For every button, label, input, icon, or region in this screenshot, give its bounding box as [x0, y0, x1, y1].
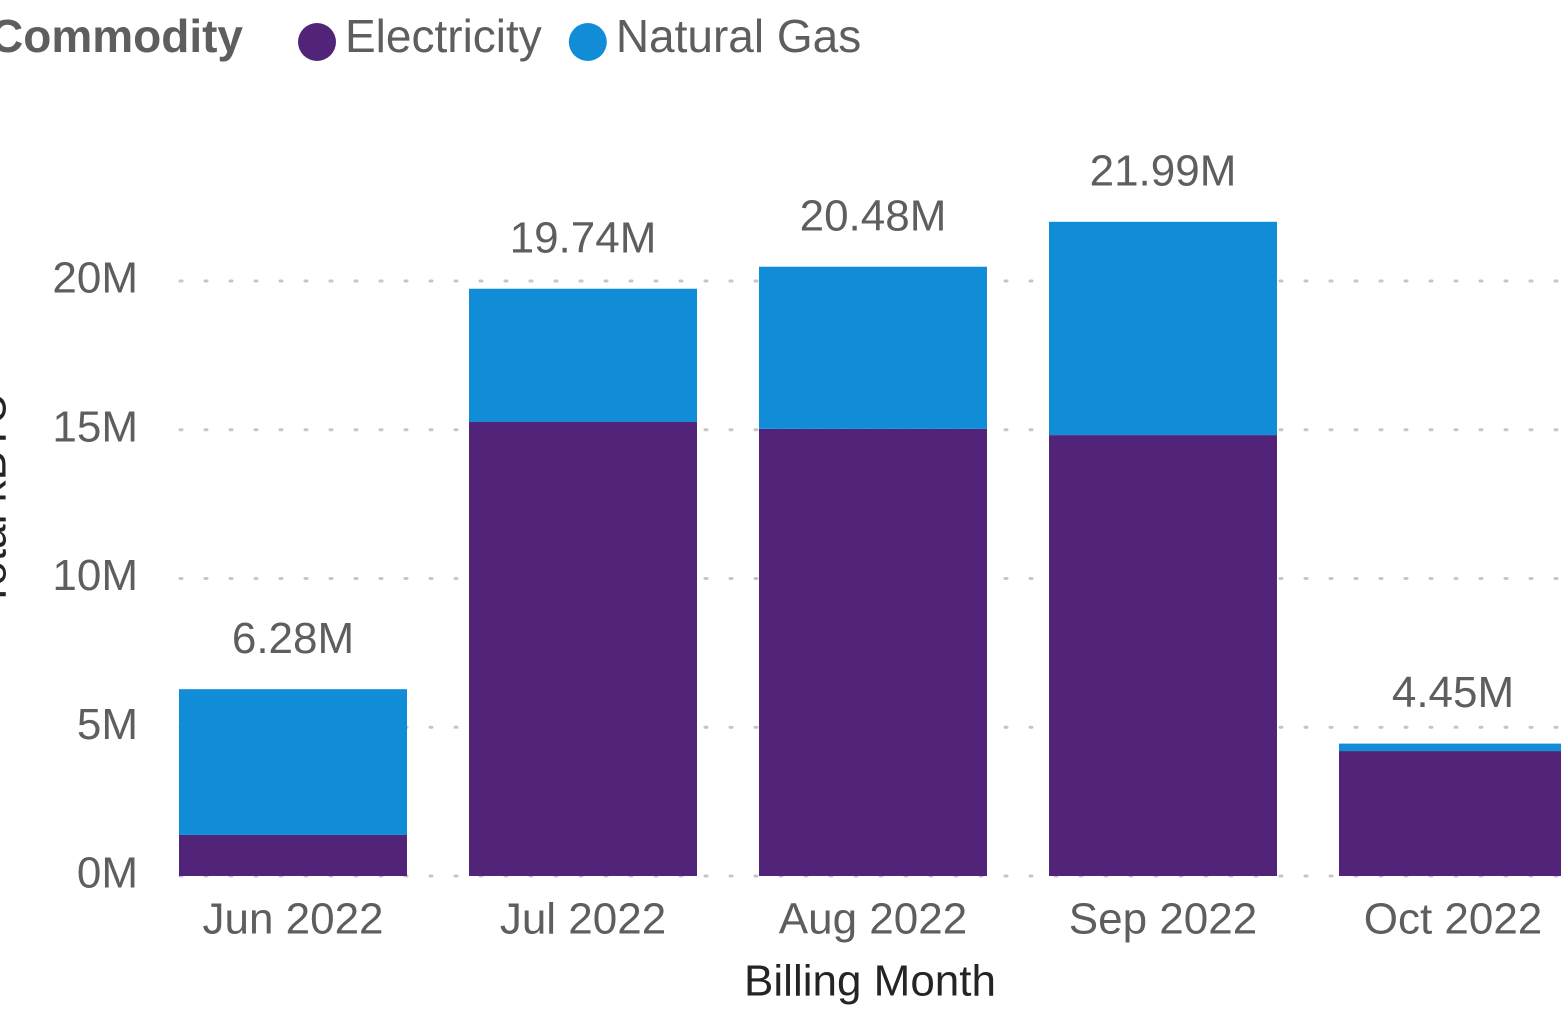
- x-tick-label: Sep 2022: [1069, 895, 1257, 944]
- legend-label: Electricity: [345, 10, 542, 62]
- legend-marker: [568, 23, 607, 61]
- legend-marker: [298, 23, 336, 61]
- bar-segment: [759, 428, 987, 876]
- total-label: 4.45M: [1392, 668, 1514, 717]
- legend-label: Natural Gas: [616, 10, 861, 62]
- bar-segment: [1339, 751, 1561, 876]
- x-tick-label: Oct 2022: [1364, 895, 1543, 944]
- y-tick-label: 10M: [52, 551, 138, 600]
- total-label: 21.99M: [1090, 146, 1237, 195]
- x-tick-label: Jul 2022: [500, 895, 666, 944]
- bar-segment: [469, 288, 697, 423]
- y-tick-label: 5M: [77, 700, 138, 749]
- bar-segment: [179, 689, 407, 835]
- x-axis-title: Billing Month: [744, 957, 996, 1006]
- bar-segment: [469, 422, 697, 876]
- y-axis-title: Total kBTU: [0, 392, 16, 607]
- bar-segment: [1049, 435, 1277, 876]
- x-tick-label: Aug 2022: [779, 895, 967, 944]
- y-tick-label: 0M: [77, 849, 138, 898]
- total-label: 20.48M: [800, 191, 947, 240]
- bar-segment: [1049, 221, 1277, 436]
- y-tick-label: 20M: [52, 254, 138, 303]
- y-tick-label: 15M: [52, 402, 138, 451]
- bar-segment: [179, 834, 407, 876]
- total-label: 6.28M: [232, 614, 354, 663]
- x-tick-label: Jun 2022: [202, 895, 383, 944]
- total-label: 19.74M: [510, 213, 657, 262]
- legend-title: Commodity: [0, 10, 243, 62]
- bar-segment: [759, 266, 987, 429]
- bar-segment: [1339, 743, 1561, 752]
